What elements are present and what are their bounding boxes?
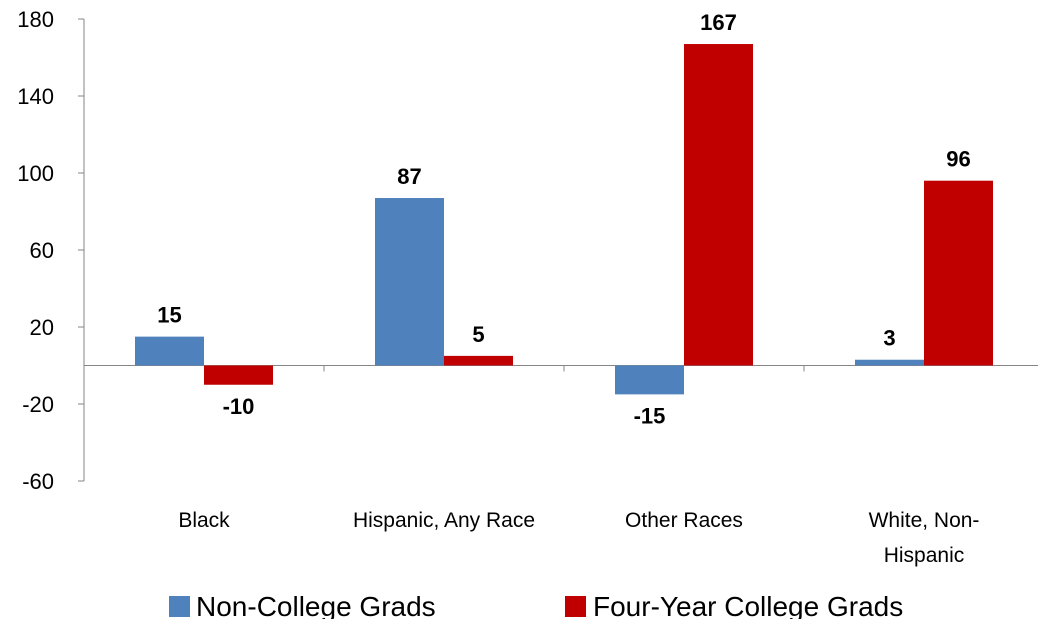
- data-label: -10: [223, 394, 255, 419]
- data-label: 96: [946, 147, 970, 172]
- x-category-label: Black: [178, 509, 230, 532]
- legend-swatch: [169, 596, 190, 617]
- bar: [375, 198, 444, 366]
- category-labels: Black Hispanic, Any Race Other Races White,…: [178, 509, 979, 567]
- data-label: 87: [397, 164, 421, 189]
- data-label: 5: [472, 322, 484, 347]
- bar: [135, 336, 204, 366]
- y-tick-label: 180: [17, 7, 54, 32]
- legend-label: Non-College Grads: [196, 591, 436, 619]
- y-tick-label: 100: [17, 161, 54, 186]
- bar: [855, 359, 924, 366]
- data-label: 167: [700, 10, 737, 35]
- y-tick-label: 140: [17, 84, 54, 109]
- y-tick-label: 20: [30, 315, 54, 340]
- y-axis: 180 140 100 60 20 -20 -60: [17, 7, 85, 494]
- x-category-label: Hispanic, Any Race: [353, 509, 535, 532]
- y-tick-label: -60: [22, 469, 54, 494]
- data-label: 15: [157, 303, 181, 328]
- bars: [135, 44, 993, 395]
- y-tick-label: 60: [30, 238, 54, 263]
- x-category-label: White, Non-: [869, 509, 980, 532]
- legend-label: Four-Year College Grads: [593, 591, 903, 619]
- bar: [615, 365, 684, 395]
- data-labels: 15 87 -15 3 -10 5 167 96: [157, 10, 970, 428]
- x-category-label: Other Races: [625, 509, 743, 532]
- x-category-label: Hispanic: [884, 544, 965, 567]
- legend: Non-College Grads Four-Year College Grads: [169, 591, 903, 619]
- data-label: 3: [883, 326, 895, 351]
- bar: [204, 365, 273, 385]
- bar: [684, 44, 753, 366]
- data-label: -15: [634, 403, 666, 428]
- bar: [924, 180, 993, 366]
- y-tick-label: -20: [22, 392, 54, 417]
- bar: [444, 355, 513, 366]
- legend-swatch: [565, 596, 586, 617]
